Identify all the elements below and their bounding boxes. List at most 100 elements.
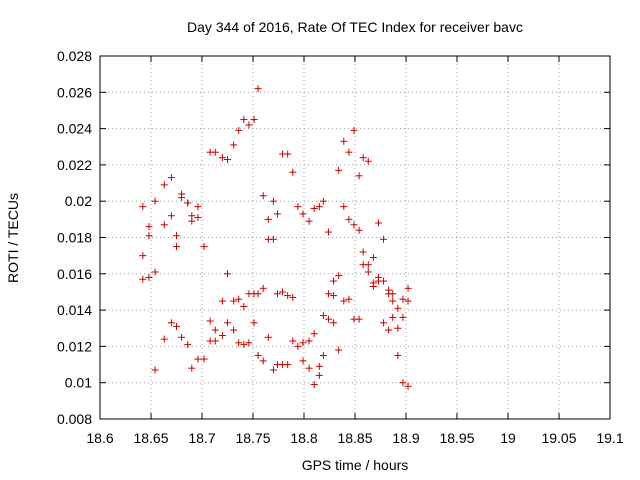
data-point <box>315 203 323 211</box>
data-point <box>194 214 202 222</box>
data-point <box>240 302 248 310</box>
data-point <box>160 335 168 343</box>
data-point <box>269 366 277 374</box>
data-point <box>160 181 168 189</box>
data-point <box>139 203 147 211</box>
data-point <box>364 261 372 269</box>
data-point <box>399 313 407 321</box>
data-point <box>206 317 214 325</box>
x-tick-labels: 18.6 18.65 18.7 18.75 18.8 18.85 18.9 18.95 19 19… <box>86 430 623 446</box>
x-tick-label: 18.6 <box>86 430 113 446</box>
x-axis-title: GPS time / hours <box>302 457 409 473</box>
y-tick-label: 0.01 <box>65 375 92 391</box>
data-point <box>380 235 388 243</box>
data-point <box>350 126 358 134</box>
data-point <box>178 194 186 202</box>
data-point <box>230 326 238 334</box>
data-point <box>355 315 363 323</box>
data-point <box>230 297 238 305</box>
data-point <box>394 351 402 359</box>
data-point <box>305 364 313 372</box>
data-point <box>380 319 388 327</box>
data-point <box>269 235 277 243</box>
data-point <box>284 150 292 158</box>
data-point <box>374 219 382 227</box>
y-tick-label: 0.026 <box>57 84 92 100</box>
data-point <box>240 341 248 349</box>
data-point <box>340 137 348 145</box>
x-tick-label: 19.1 <box>596 430 623 446</box>
data-point <box>340 203 348 211</box>
data-point <box>315 371 323 379</box>
axis-ticks <box>99 55 611 420</box>
data-point <box>364 268 372 276</box>
data-point <box>394 304 402 312</box>
data-point <box>385 326 393 334</box>
data-point <box>289 293 297 301</box>
data-point <box>218 154 226 162</box>
data-point <box>264 215 272 223</box>
x-tick-label: 18.8 <box>290 430 317 446</box>
data-point <box>224 319 231 327</box>
data-point <box>230 141 238 149</box>
data-point <box>389 297 397 305</box>
data-point <box>389 313 397 321</box>
x-tick-label: 18.95 <box>439 430 474 446</box>
data-point <box>359 154 367 162</box>
y-tick-label: 0.012 <box>57 338 92 354</box>
data-point <box>289 168 297 176</box>
data-point <box>310 381 318 389</box>
data-point <box>324 228 332 236</box>
data-point <box>299 339 307 347</box>
data-point <box>167 212 175 220</box>
data-point <box>330 319 338 327</box>
data-point <box>330 292 338 300</box>
data-point <box>173 322 180 330</box>
x-tick-label: 18.85 <box>337 430 372 446</box>
data-point <box>345 215 353 223</box>
y-tick-label: 0.024 <box>57 121 92 137</box>
data-point <box>404 284 412 292</box>
data-point <box>399 295 407 303</box>
data-point <box>160 221 168 229</box>
data-point <box>404 297 412 305</box>
data-point <box>245 339 253 347</box>
data-point <box>269 197 277 205</box>
data-point <box>188 217 196 225</box>
data-point <box>299 210 307 218</box>
y-tick-labels: 0.008 0.01 0.012 0.014 0.016 0.018 0.02 0.022 0.… <box>57 48 92 427</box>
y-tick-label: 0.028 <box>57 48 92 64</box>
data-point <box>145 232 153 240</box>
data-point <box>350 221 358 229</box>
data-point <box>139 252 147 260</box>
data-point <box>330 277 338 285</box>
data-point <box>264 333 272 341</box>
data-point <box>394 324 402 332</box>
data-point <box>355 172 363 180</box>
data-point <box>254 351 262 359</box>
data-point <box>184 199 192 207</box>
data-point <box>310 204 318 212</box>
data-point <box>324 315 332 323</box>
data-point <box>235 295 243 303</box>
x-tick-label: 18.9 <box>392 430 419 446</box>
x-tick-label: 18.7 <box>188 430 215 446</box>
data-point <box>340 297 348 305</box>
data-point <box>218 297 226 305</box>
data-point <box>389 290 397 298</box>
x-tick-label: 18.65 <box>133 430 168 446</box>
data-point <box>404 382 412 390</box>
data-point <box>305 337 313 345</box>
data-point <box>369 283 377 291</box>
data-point <box>178 333 186 341</box>
data-point <box>167 319 175 327</box>
data-point <box>294 342 302 350</box>
y-tick-label: 0.008 <box>57 411 92 427</box>
data-point <box>139 275 147 283</box>
data-point <box>224 155 231 163</box>
data-point <box>335 166 343 174</box>
data-point <box>319 197 327 205</box>
data-point <box>335 272 343 280</box>
